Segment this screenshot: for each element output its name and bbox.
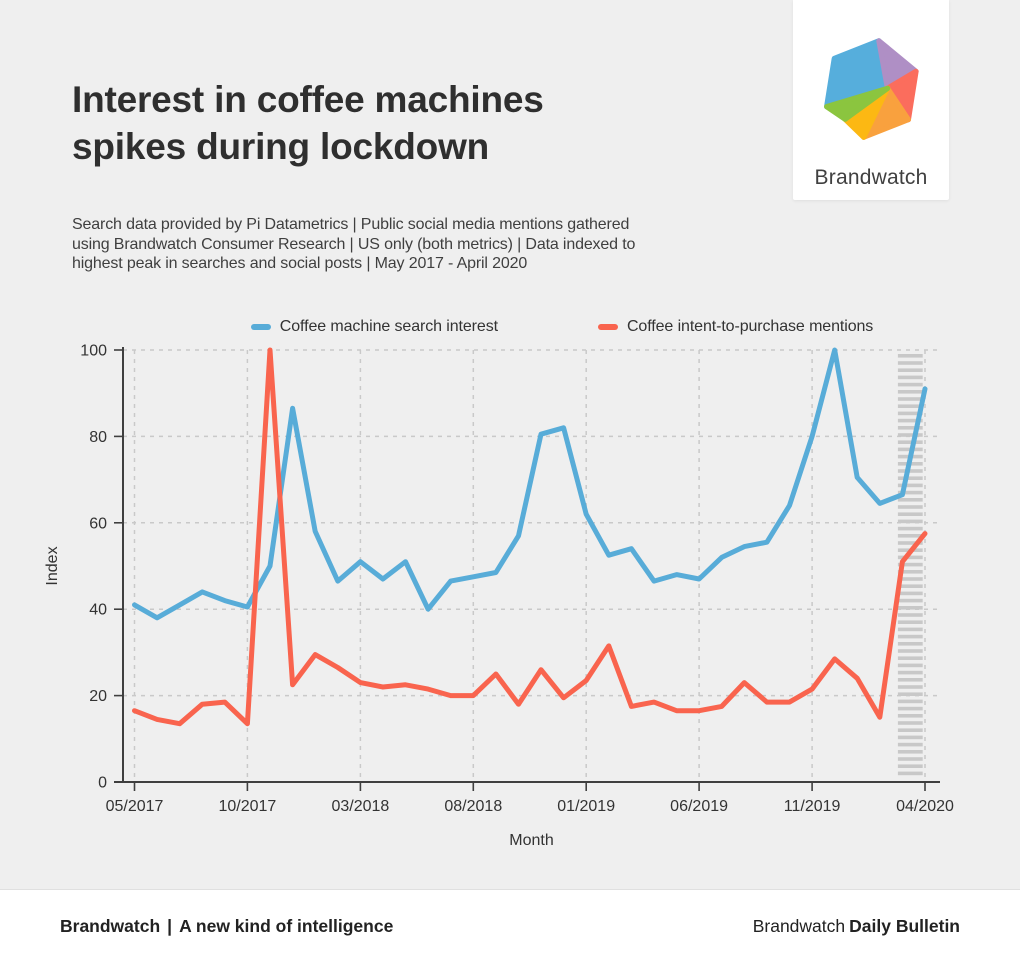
footer-separator: |: [167, 916, 173, 936]
svg-text:80: 80: [89, 429, 107, 446]
page-title-line2: spikes during lockdown: [72, 126, 490, 167]
svg-text:20: 20: [89, 688, 107, 705]
page-title: Interest in coffee machines spikes durin…: [72, 76, 544, 170]
footer-publication-title: Daily Bulletin: [849, 916, 960, 936]
svg-text:Index: Index: [44, 546, 61, 585]
svg-text:Month: Month: [509, 832, 553, 849]
svg-text:100: 100: [80, 343, 107, 360]
legend-item-search-interest: Coffee machine search interest: [250, 318, 498, 336]
page-title-line1: Interest in coffee machines: [72, 79, 544, 120]
subtitle-line2: using Brandwatch Consumer Research | US …: [72, 235, 636, 253]
svg-text:10/2017: 10/2017: [218, 798, 276, 815]
svg-text:0: 0: [98, 775, 107, 792]
svg-text:05/2017: 05/2017: [106, 798, 164, 815]
footer-brand-right: Brandwatch: [752, 916, 846, 936]
legend-swatch-blue-icon: [250, 324, 271, 330]
brandwatch-logo-card: Brandwatch: [793, 0, 949, 200]
svg-text:40: 40: [89, 602, 107, 619]
svg-text:01/2019: 01/2019: [557, 798, 615, 815]
footer-publication: Brandwatch Daily Bulletin: [753, 916, 960, 937]
svg-text:06/2019: 06/2019: [670, 798, 728, 815]
subtitle-line1: Search data provided by Pi Datametrics |…: [72, 216, 630, 233]
footer-tagline: Brandwatch | A new kind of intelligence: [60, 916, 393, 937]
footer-brand-left: Brandwatch: [60, 916, 161, 936]
legend-item-purchase-mentions: Coffee intent-to-purchase mentions: [597, 318, 874, 336]
svg-text:04/2020: 04/2020: [896, 798, 954, 815]
legend-label-purchase-mentions: Coffee intent-to-purchase mentions: [626, 318, 874, 335]
svg-text:60: 60: [89, 515, 107, 532]
svg-text:03/2018: 03/2018: [331, 798, 389, 815]
svg-text:11/2019: 11/2019: [784, 798, 841, 815]
legend-label-search-interest: Coffee machine search interest: [279, 318, 498, 335]
brandwatch-logo-wordmark: Brandwatch: [814, 166, 928, 189]
page-subtitle: Search data provided by Pi Datametrics |…: [72, 215, 635, 274]
legend-swatch-red-icon: [597, 324, 618, 330]
footer-bar: Brandwatch | A new kind of intelligence Br…: [0, 889, 1020, 963]
svg-text:08/2018: 08/2018: [444, 798, 502, 815]
brandwatch-hexagon-logo-icon: [824, 38, 919, 140]
footer-tagline-text: A new kind of intelligence: [179, 916, 394, 936]
chart-legend: Coffee machine search interest Coffee in…: [52, 318, 1020, 336]
subtitle-line3: highest peak in searches and social post…: [72, 255, 528, 272]
